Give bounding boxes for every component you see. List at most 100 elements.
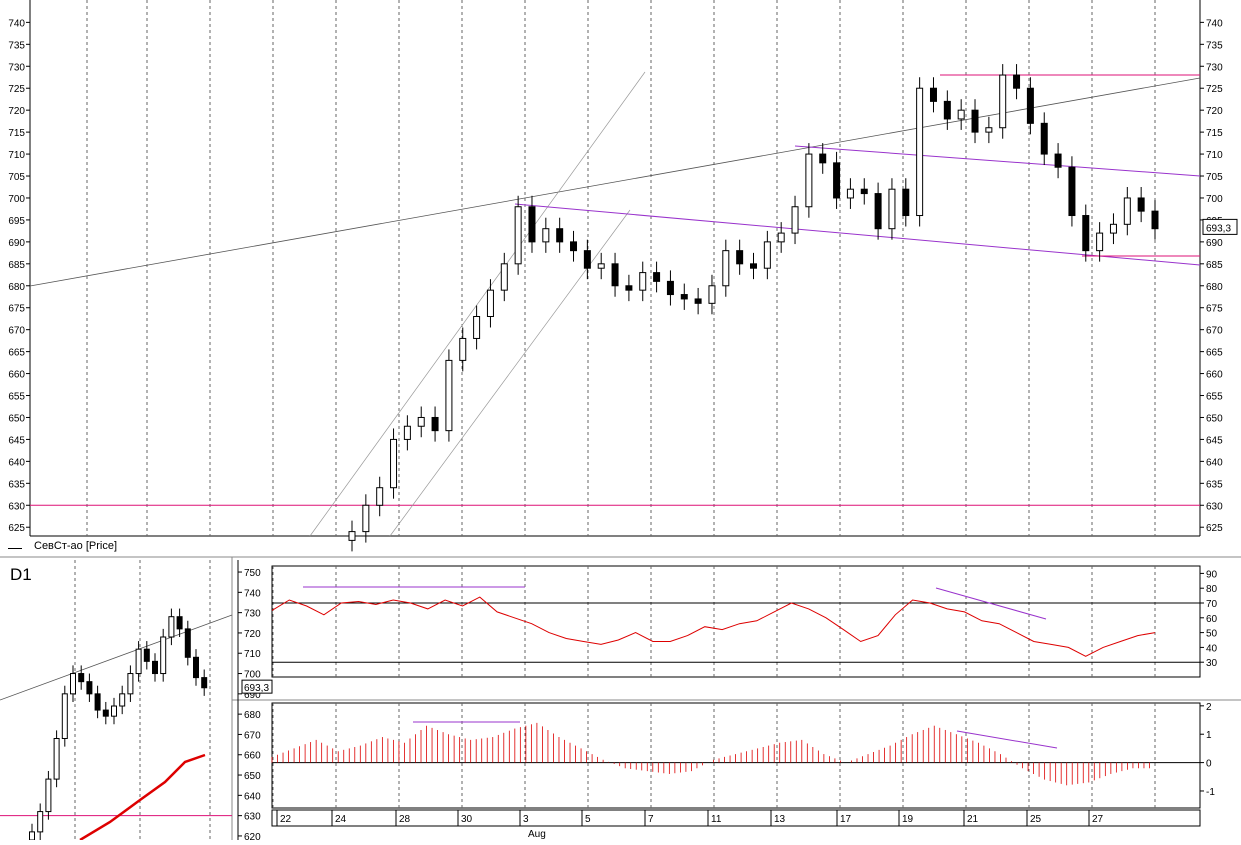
candle [61,693,68,740]
candle [1096,232,1104,252]
candle [445,359,453,432]
candle [583,250,591,269]
y-tick-label-left: 740 [8,18,25,29]
mini-tick-label: 720 [244,629,261,640]
candle [152,660,158,675]
y-tick-label-left: 675 [8,304,25,315]
channel-line [309,71,646,537]
candle [500,263,508,291]
candle [1123,197,1131,225]
candle [916,87,924,217]
channel-line [794,145,1201,177]
candle [417,416,425,427]
mini-price-label: 693,3 [244,683,269,694]
macd-tick-label: 0 [1206,759,1212,770]
candle [805,153,813,208]
y-tick-label-right: 720 [1206,106,1223,117]
y-tick-label-left: 725 [8,84,25,95]
candle [70,673,76,695]
candle [160,636,167,675]
y-tick-label-right: 710 [1206,150,1223,161]
date-label: 5 [585,814,591,825]
candle [570,241,578,252]
candle [473,316,481,339]
candle [846,188,854,199]
y-tick-label-right: 705 [1206,172,1223,183]
rsi-tick-label: 80 [1206,584,1218,595]
mini-tick-label: 690 [244,690,261,701]
y-tick-label-right: 685 [1206,260,1223,271]
candle [902,188,910,217]
y-tick-label-left: 665 [8,348,25,359]
y-tick-label-right: 735 [1206,40,1223,51]
y-tick-label-left: 690 [8,238,25,249]
candle [431,416,439,432]
y-tick-label-left: 710 [8,150,25,161]
y-tick-label-right: 625 [1206,523,1223,534]
y-tick-label-right: 660 [1206,370,1223,381]
candle [708,285,716,304]
candle [1040,122,1048,155]
candle [1151,210,1159,230]
candle [1068,166,1076,217]
date-label: 21 [967,814,979,825]
candle [722,250,730,287]
mini-tick-label: 700 [244,670,261,681]
mini-tick-label: 630 [244,812,261,823]
candle [102,709,109,717]
y-tick-label-left: 700 [8,194,25,205]
date-axis-frame [271,809,1201,827]
candle [1054,153,1062,168]
y-tick-label-left: 730 [8,62,25,73]
macd-bars [271,722,1150,786]
y-tick-label-left: 685 [8,260,25,271]
y-tick-label-left: 735 [8,40,25,51]
candle [1137,197,1145,212]
candle [736,250,744,265]
candle [37,811,44,833]
candle [459,337,467,361]
candle [625,285,633,291]
macd-frame [271,702,1201,809]
rsi-tick-label: 30 [1206,658,1218,669]
y-tick-label-left: 645 [8,435,25,446]
candle [888,188,896,230]
y-tick-label-left: 650 [8,413,25,424]
rsi-line [271,596,1156,657]
mini-tick-label: 620 [244,832,261,840]
y-tick-label-right: 715 [1206,128,1223,139]
mini-tick-label: 750 [244,568,261,579]
date-label: 17 [840,814,852,825]
rsi-frame [271,565,1201,678]
y-tick-label-left: 630 [8,501,25,512]
mini-tick-label: 660 [244,751,261,762]
y-tick-label-right: 730 [1206,62,1223,73]
candle [201,677,208,689]
candle [362,504,370,533]
candle [486,289,494,318]
candle [860,188,868,195]
date-label: 24 [335,814,347,825]
y-tick-label-left: 670 [8,326,25,337]
y-tick-label-right: 675 [1206,304,1223,315]
y-tick-label-left: 705 [8,172,25,183]
y-tick-label-right: 690 [1206,238,1223,249]
candle [971,109,979,133]
timeframe-label[interactable]: D1 [10,565,32,584]
moving-average-line [79,753,206,842]
y-tick-label-left: 715 [8,128,25,139]
candle [135,648,142,675]
macd-tick-label: 2 [1206,702,1212,713]
candle [193,656,199,679]
date-label: 7 [648,814,654,825]
candle [777,232,785,243]
mini-tick-label: 650 [244,771,261,782]
date-label: 22 [280,814,292,825]
y-tick-label-right: 670 [1206,326,1223,337]
candle [119,693,126,707]
divergence-line [935,587,1047,620]
candle [348,531,356,541]
date-label: 27 [1092,814,1104,825]
y-tick-label-right: 630 [1206,501,1223,512]
